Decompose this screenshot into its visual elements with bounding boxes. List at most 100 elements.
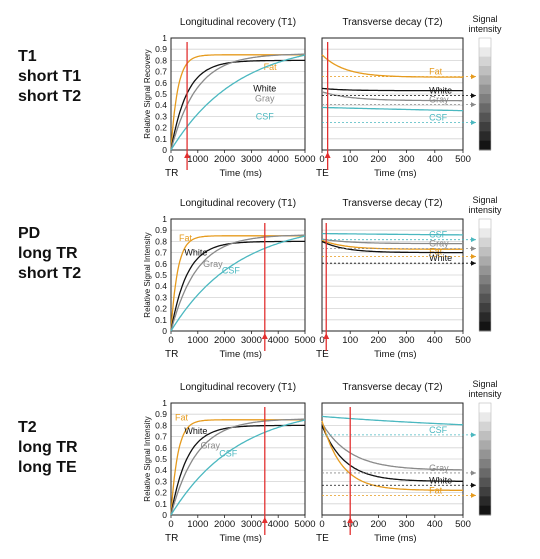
x-axis-label: Time (ms) — [219, 168, 261, 179]
marker-arrow-icon — [261, 517, 268, 523]
arrow-icon — [471, 470, 476, 476]
series-label-gray: Gray — [255, 93, 275, 103]
series-line-csf — [321, 415, 464, 426]
x-tick-label: 100 — [342, 154, 358, 165]
arrow-icon — [471, 492, 476, 498]
series-label-fat: Fat — [429, 67, 443, 77]
intensity-step — [479, 103, 491, 114]
panel-title: Longitudinal recovery (T1) — [180, 17, 296, 28]
t1-panel: Longitudinal recovery (T1) 0 1000 2000 3000 4… — [143, 198, 316, 360]
x-tick-label: 0 — [168, 519, 173, 530]
series-line-gray — [321, 422, 463, 471]
y-tick-label: 0.9 — [155, 44, 167, 54]
x-tick-label: 0 — [319, 154, 324, 165]
series-label-gray: Gray — [429, 239, 449, 249]
row-label-line: long TE — [18, 459, 77, 476]
intensity-step — [479, 487, 491, 497]
x-tick-label: 300 — [399, 154, 415, 165]
series-label-csf: CSF — [429, 425, 448, 435]
y-tick-label: 0.2 — [155, 488, 167, 498]
y-tick-label: 0.6 — [155, 443, 167, 453]
intensity-step — [479, 321, 491, 332]
series-line-white — [321, 87, 463, 92]
intensity-step — [479, 94, 491, 104]
row-label-line: long TR — [18, 439, 78, 456]
series-label-fat: Fat — [264, 62, 278, 72]
x-tick-label: 3000 — [241, 154, 262, 165]
series-label-csf: CSF — [256, 111, 275, 121]
y-axis-label: Relative Signal Recovery — [143, 49, 152, 138]
series-line-csf — [170, 419, 306, 516]
intensity-step — [479, 84, 491, 95]
intensity-step — [479, 303, 491, 313]
intensity-step — [479, 140, 491, 151]
series-line-gray — [170, 53, 305, 151]
x-tick-label: 3000 — [241, 335, 262, 346]
y-tick-label: 0.3 — [155, 292, 167, 302]
intensity-step — [479, 505, 491, 516]
marker-arrow-icon — [261, 333, 268, 339]
y-tick-label: 0 — [162, 145, 167, 155]
series-label-csf: CSF — [222, 266, 241, 276]
intensity-step — [479, 256, 491, 267]
intensity-title: Signal — [472, 14, 497, 24]
series-label-white: White — [429, 86, 452, 96]
intensity-title: intensity — [468, 24, 502, 34]
intensity-step — [479, 477, 491, 488]
x-tick-label: 2000 — [214, 519, 235, 530]
series-line-fat — [321, 420, 463, 491]
x-tick-label: 200 — [370, 335, 386, 346]
y-tick-label: 0.9 — [155, 409, 167, 419]
intensity-step — [479, 228, 491, 239]
intensity-step — [479, 112, 491, 123]
y-tick-label: 0.2 — [155, 304, 167, 314]
arrow-icon — [471, 260, 476, 266]
series-line-gray — [321, 238, 463, 245]
intensity-step — [479, 66, 491, 76]
t2-panel: Transverse decay (T2) 0 100 200 300 400 500 Tim… — [316, 198, 476, 360]
x-tick-label: 400 — [427, 335, 443, 346]
series-label-white: White — [184, 248, 207, 258]
x-tick-label: 2000 — [214, 335, 235, 346]
param-label: TE — [316, 533, 329, 544]
y-tick-label: 0.6 — [155, 78, 167, 88]
x-tick-label: 500 — [455, 154, 471, 165]
series-line-csf — [170, 54, 306, 151]
series-line-gray — [170, 418, 305, 516]
series-line-white — [321, 425, 463, 482]
panel-title: Transverse decay (T2) — [342, 17, 442, 28]
intensity-step — [479, 75, 491, 86]
y-tick-label: 0 — [162, 510, 167, 520]
series-line-white — [321, 240, 463, 254]
y-tick-label: 0.6 — [155, 259, 167, 269]
x-tick-label: 3000 — [241, 519, 262, 530]
y-tick-label: 0.7 — [155, 248, 167, 258]
intensity-frame — [478, 37, 492, 151]
y-tick-label: 0.8 — [155, 236, 167, 246]
series-line-csf — [322, 232, 463, 236]
x-tick-label: 300 — [399, 335, 415, 346]
y-axis-label: Relative Signal Intensity — [143, 232, 152, 317]
x-tick-label: 1000 — [187, 335, 208, 346]
row-label-line: short T2 — [18, 265, 82, 282]
x-tick-label: 200 — [370, 154, 386, 165]
arrow-icon — [471, 482, 476, 488]
y-tick-label: 0.3 — [155, 111, 167, 121]
x-axis-label: Time (ms) — [219, 349, 261, 360]
marker-arrow-icon — [323, 333, 330, 339]
intensity-step — [479, 284, 491, 295]
intensity-frame — [478, 402, 492, 516]
y-tick-label: 0.4 — [155, 465, 167, 475]
y-tick-label: 0.5 — [155, 89, 167, 99]
y-tick-label: 1 — [162, 33, 167, 43]
y-tick-label: 0.1 — [155, 499, 167, 509]
x-tick-label: 500 — [455, 519, 471, 530]
y-tick-label: 0.1 — [155, 315, 167, 325]
arrow-icon — [471, 74, 476, 80]
y-tick-label: 0 — [162, 326, 167, 336]
x-tick-label: 100 — [342, 335, 358, 346]
series-label-csf: CSF — [429, 113, 448, 123]
intensity-step — [479, 459, 491, 469]
x-axis-label: Time (ms) — [219, 533, 261, 544]
intensity-step — [479, 275, 491, 285]
